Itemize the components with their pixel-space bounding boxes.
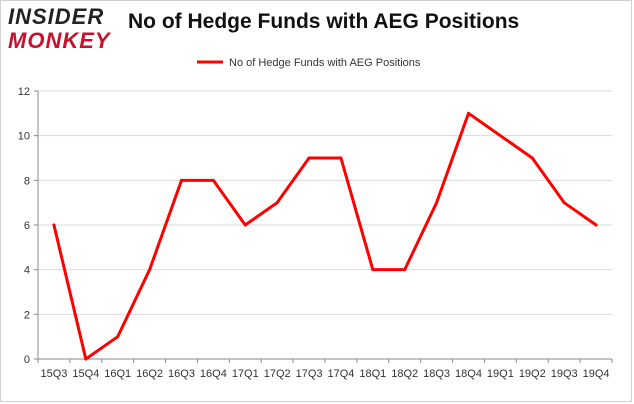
data-point (498, 134, 502, 138)
data-point (371, 268, 375, 272)
x-tick-label: 19Q1 (487, 368, 514, 380)
y-tick-label: 4 (24, 265, 30, 277)
y-tick-label: 10 (18, 131, 30, 143)
y-tick-label: 6 (24, 220, 30, 232)
y-tick-label: 12 (18, 86, 30, 98)
x-axis: 15Q3 15Q4 16Q1 16Q2 16Q3 16Q4 17Q1 17Q2 17Q3 17Q4… (37, 358, 613, 380)
logo-line-1: INSIDER (8, 4, 105, 29)
x-tick-label: 17Q1 (232, 368, 259, 380)
x-tick-label: 16Q3 (168, 368, 195, 380)
y-tick-label: 2 (24, 309, 30, 321)
x-tick-label: 15Q3 (40, 368, 67, 380)
insider-monkey-logo: INSIDER MONKEY (8, 4, 118, 54)
data-point (84, 357, 88, 361)
data-point (148, 268, 152, 272)
x-tick-label: 18Q2 (391, 368, 418, 380)
data-point (339, 156, 343, 160)
series-line (52, 111, 598, 361)
x-tick-label: 17Q2 (264, 368, 291, 380)
data-point (435, 201, 439, 205)
data-point (275, 201, 279, 205)
y-tick-label: 0 (24, 354, 30, 366)
data-point (116, 335, 120, 339)
data-point (594, 223, 598, 227)
y-tick-label: 8 (24, 175, 30, 187)
series-layer (52, 111, 598, 361)
data-point (403, 268, 407, 272)
legend-label: No of Hedge Funds with AEG Positions (229, 57, 421, 69)
gridlines (38, 90, 612, 315)
x-tick-label: 19Q2 (519, 368, 546, 380)
logo-line-2: MONKEY (8, 28, 111, 53)
data-point (52, 223, 56, 227)
legend: No of Hedge Funds with AEG Positions (197, 57, 421, 69)
x-tick-label: 16Q2 (136, 368, 163, 380)
data-point (307, 156, 311, 160)
chart-title: No of Hedge Funds with AEG Positions (128, 10, 520, 33)
data-point (211, 178, 215, 182)
x-tick-label: 18Q1 (359, 368, 386, 380)
data-point (530, 156, 534, 160)
x-tick-label: 15Q4 (72, 368, 99, 380)
data-point (562, 201, 566, 205)
x-tick-label: 18Q3 (423, 368, 450, 380)
x-tick-label: 16Q1 (104, 368, 131, 380)
x-tick-label: 17Q3 (296, 368, 323, 380)
data-point (180, 178, 183, 182)
x-tick-label: 16Q4 (200, 368, 227, 380)
y-axis: 0 2 4 6 8 10 12 (18, 86, 39, 366)
data-point (243, 223, 247, 227)
data-point (467, 111, 470, 115)
x-tick-label: 19Q4 (583, 368, 610, 380)
x-tick-label: 17Q4 (327, 368, 354, 380)
x-tick-label: 19Q3 (551, 368, 578, 380)
x-tick-label: 18Q4 (455, 368, 482, 380)
